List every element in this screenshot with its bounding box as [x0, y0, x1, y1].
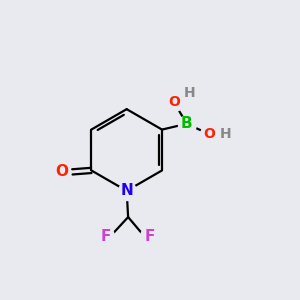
Text: F: F — [144, 229, 154, 244]
Text: H: H — [184, 86, 196, 100]
Text: B: B — [181, 116, 193, 131]
Text: F: F — [100, 229, 111, 244]
Text: O: O — [168, 95, 180, 109]
Text: O: O — [203, 127, 214, 141]
Text: H: H — [220, 127, 231, 141]
Text: O: O — [55, 164, 68, 179]
Text: N: N — [120, 183, 133, 198]
